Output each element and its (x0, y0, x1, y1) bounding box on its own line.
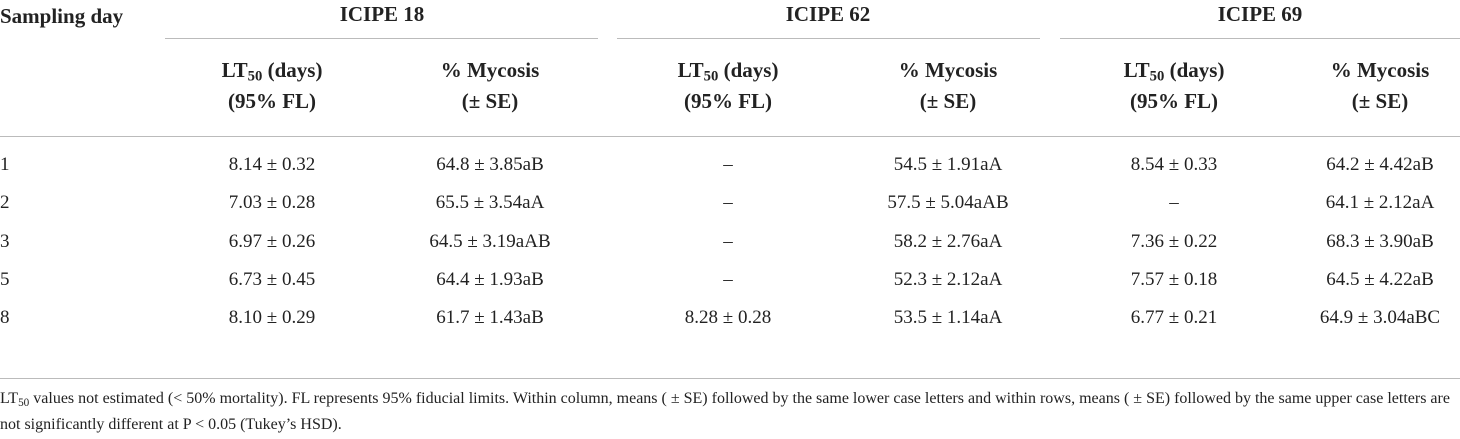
header-rule (0, 136, 1460, 137)
row-label: 2 (0, 192, 10, 213)
footnote: LT50 values not estimated (< 50% mortali… (0, 386, 1460, 438)
table-cell: – (723, 231, 733, 252)
table-cell: 8.10 ± 0.29 (228, 307, 316, 328)
table-cell: – (723, 192, 733, 213)
header-suffix: (days) (1164, 58, 1225, 82)
table-cell: 57.5 ± 5.04aAB (887, 192, 1009, 213)
table-cell: 54.5 ± 1.91aA (893, 154, 1003, 175)
group-header: ICIPE 18 (339, 2, 425, 26)
column-header-line: (± SE) (461, 89, 519, 113)
table-cell: 64.5 ± 3.19aAB (429, 231, 551, 252)
table-cell: 6.97 ± 0.26 (228, 231, 316, 252)
column-header-line: (± SE) (1351, 89, 1409, 113)
column-header-line: LT50 (days) (222, 55, 323, 86)
table-cell: 8.54 ± 0.33 (1130, 154, 1218, 175)
column-header: LT50 (days) (95% FL) (1124, 55, 1225, 117)
table-cell: 64.8 ± 3.85aB (436, 154, 544, 175)
table-cell: 61.7 ± 1.43aB (436, 307, 544, 328)
table-cell: – (723, 269, 733, 290)
group-rule (617, 38, 1040, 39)
table-cell: 6.73 ± 0.45 (228, 269, 316, 290)
corner-header: Sampling day (0, 4, 124, 28)
row-label: 5 (0, 269, 10, 290)
column-header-line: LT50 (days) (1124, 55, 1225, 86)
column-header: LT50 (days) (95% FL) (222, 55, 323, 117)
footnote-text: values not estimated (< 50% mortality). … (0, 390, 1450, 433)
group-header: ICIPE 69 (1217, 2, 1303, 26)
header-suffix: (days) (718, 58, 779, 82)
header-prefix: LT (677, 58, 704, 82)
table-cell: 64.4 ± 1.93aB (436, 269, 544, 290)
column-header-line: LT50 (days) (678, 55, 779, 86)
group-rule (1060, 38, 1460, 39)
column-header-line: % Mycosis (1330, 58, 1430, 82)
row-label: 1 (0, 154, 10, 175)
table-cell: 64.2 ± 4.42aB (1326, 154, 1434, 175)
column-header-line: (95% FL) (1129, 89, 1219, 113)
column-header-line: % Mycosis (898, 58, 998, 82)
table-cell: 58.2 ± 2.76aA (893, 231, 1003, 252)
header-prefix: LT (221, 58, 248, 82)
table-cell: 64.9 ± 3.04aBC (1319, 307, 1441, 328)
table-cell: 7.36 ± 0.22 (1130, 231, 1218, 252)
column-header: % Mycosis (± SE) (899, 55, 998, 117)
group-rule (165, 38, 598, 39)
table-cell: 6.77 ± 0.21 (1130, 307, 1218, 328)
table-cell: 53.5 ± 1.14aA (893, 307, 1003, 328)
footnote-prefix: LT (0, 390, 19, 407)
column-header: % Mycosis (± SE) (441, 55, 540, 117)
column-header: LT50 (days) (95% FL) (678, 55, 779, 117)
header-subscript: 50 (703, 68, 719, 85)
column-header-line: (95% FL) (683, 89, 773, 113)
footnote-subscript: 50 (18, 396, 30, 409)
table-cell: 7.03 ± 0.28 (228, 192, 316, 213)
column-header: % Mycosis (± SE) (1331, 55, 1430, 117)
table-cell: 8.28 ± 0.28 (684, 307, 772, 328)
table-cell: – (723, 154, 733, 175)
bottom-rule (0, 378, 1460, 379)
group-header: ICIPE 62 (785, 2, 871, 26)
row-label: 8 (0, 307, 10, 328)
table-cell: 68.3 ± 3.90aB (1326, 231, 1434, 252)
table-cell: 8.14 ± 0.32 (228, 154, 316, 175)
column-header-line: % Mycosis (440, 58, 540, 82)
header-suffix: (days) (262, 58, 323, 82)
column-header-line: (± SE) (919, 89, 977, 113)
header-subscript: 50 (247, 68, 263, 85)
table-cell: 52.3 ± 2.12aA (893, 269, 1003, 290)
table-cell: 65.5 ± 3.54aA (435, 192, 545, 213)
header-subscript: 50 (1149, 68, 1165, 85)
header-prefix: LT (1123, 58, 1150, 82)
column-header-line: (95% FL) (227, 89, 317, 113)
table-cell: 7.57 ± 0.18 (1130, 269, 1218, 290)
row-label: 3 (0, 231, 10, 252)
table-cell: 64.1 ± 2.12aA (1325, 192, 1435, 213)
table-cell: – (1169, 192, 1179, 213)
table-cell: 64.5 ± 4.22aB (1326, 269, 1434, 290)
